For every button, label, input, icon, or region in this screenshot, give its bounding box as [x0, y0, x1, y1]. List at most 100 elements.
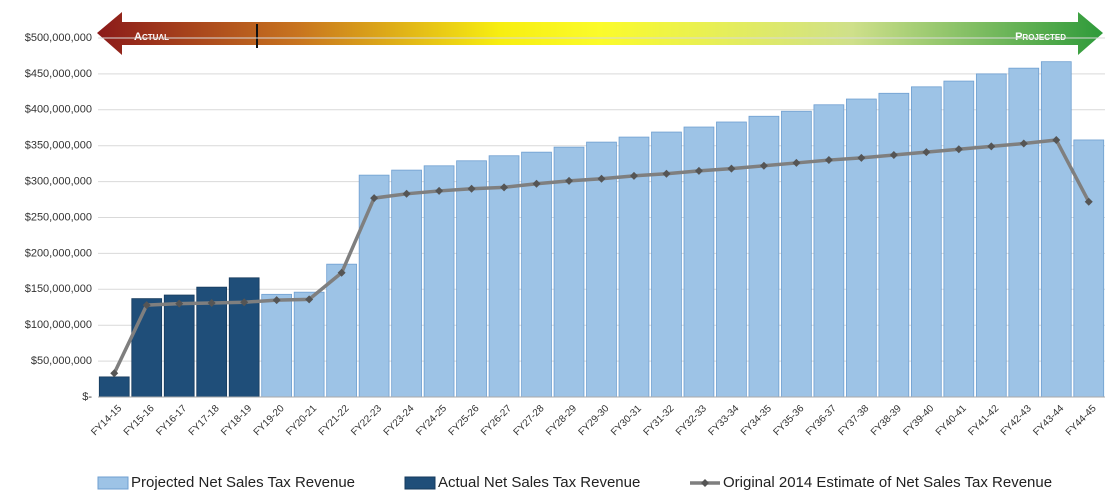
x-tick-label: FY42-43 — [999, 403, 1034, 438]
bar — [1040, 61, 1072, 398]
bar — [878, 92, 910, 398]
bar — [813, 104, 845, 398]
y-tick-label: $300,000,000 — [25, 176, 92, 188]
x-tick-label: FY36-37 — [804, 403, 839, 438]
bar — [553, 146, 585, 398]
x-tick-label: FY35-36 — [771, 403, 806, 438]
line-marker — [370, 194, 379, 203]
x-tick-label: FY15-16 — [122, 403, 157, 438]
x-tick-label: FY14-15 — [89, 403, 124, 438]
line-marker — [500, 183, 509, 192]
bar — [748, 115, 780, 398]
bar — [326, 263, 357, 398]
line-marker — [207, 298, 216, 307]
line-marker — [694, 166, 703, 175]
line-marker — [305, 295, 314, 304]
line-marker — [1084, 197, 1093, 206]
line-marker — [792, 158, 801, 167]
legend-swatch — [97, 476, 129, 490]
line-marker — [662, 169, 671, 178]
line-marker — [142, 301, 151, 310]
bar — [781, 110, 812, 398]
bar — [423, 165, 455, 398]
y-tick-label: $450,000,000 — [25, 68, 92, 80]
bar — [488, 155, 520, 398]
x-tick-label: FY21-22 — [317, 403, 352, 438]
x-tick-label: FY28-29 — [544, 403, 579, 438]
bar — [228, 277, 260, 398]
line-marker — [402, 189, 411, 198]
legend-label: Original 2014 Estimate of Net Sales Tax … — [723, 474, 1052, 491]
legend-label: Projected Net Sales Tax Revenue — [131, 474, 355, 491]
line-marker — [240, 298, 249, 307]
line-marker — [759, 161, 768, 170]
line-marker — [175, 299, 184, 308]
bar — [716, 121, 747, 398]
timeline-arrow — [97, 12, 1103, 55]
line-marker — [565, 176, 574, 185]
bar — [521, 151, 552, 398]
x-tick-label: FY34-35 — [739, 403, 774, 438]
x-tick-label: FY32-33 — [674, 403, 709, 438]
bar — [391, 169, 422, 398]
x-tick-label: FY41-42 — [966, 403, 1001, 438]
bar — [261, 293, 293, 398]
bar — [618, 136, 650, 398]
bar — [586, 141, 617, 398]
x-tick-label: FY37-38 — [836, 403, 871, 438]
line-marker — [954, 145, 963, 154]
y-tick-label: $350,000,000 — [25, 140, 92, 152]
actual-label: Actual — [134, 31, 169, 43]
x-tick-label: FY44-45 — [1064, 403, 1099, 438]
y-tick-label: $500,000,000 — [25, 32, 92, 44]
x-tick-label: FY38-39 — [869, 403, 904, 438]
line-marker — [727, 164, 736, 173]
y-tick-label: $- — [82, 391, 92, 403]
y-tick-label: $400,000,000 — [25, 104, 92, 116]
x-tick-label: FY25-26 — [447, 403, 482, 438]
line-marker — [889, 151, 898, 160]
y-tick-label: $50,000,000 — [31, 355, 92, 367]
legend-label: Actual Net Sales Tax Revenue — [438, 474, 640, 491]
bar — [456, 160, 487, 398]
line-marker — [532, 179, 541, 188]
x-tick-label: FY16-17 — [154, 403, 189, 438]
x-tick-label: FY43-44 — [1031, 403, 1066, 438]
x-tick-label: FY19-20 — [252, 403, 287, 438]
line-marker — [857, 153, 866, 162]
legend-swatch — [404, 476, 436, 490]
bar — [131, 298, 163, 398]
bar — [163, 294, 195, 398]
line-marker — [337, 268, 346, 277]
y-tick-label: $100,000,000 — [25, 319, 92, 331]
y-tick-label: $200,000,000 — [25, 247, 92, 259]
line-marker — [597, 174, 606, 183]
line-marker — [922, 148, 931, 157]
line-marker — [1052, 135, 1061, 144]
x-tick-label: FY20-21 — [284, 403, 319, 438]
x-tick-label: FY29-30 — [577, 403, 612, 438]
bar — [98, 376, 130, 398]
x-tick-label: FY31-32 — [642, 403, 677, 438]
bar — [975, 73, 1007, 398]
line-marker — [110, 369, 119, 378]
line-marker — [987, 142, 996, 151]
bar — [293, 291, 325, 398]
line-marker — [629, 171, 638, 180]
x-tick-label: FY18-19 — [219, 403, 254, 438]
x-tick-label: FY22-23 — [349, 403, 384, 438]
bar — [358, 174, 390, 398]
x-tick-label: FY24-25 — [414, 403, 449, 438]
bar — [1008, 67, 1040, 398]
y-tick-label: $150,000,000 — [25, 283, 92, 295]
x-tick-label: FY26-27 — [479, 403, 514, 438]
x-tick-label: FY40-41 — [934, 403, 969, 438]
line-marker — [435, 186, 444, 195]
x-tick-label: FY23-24 — [382, 403, 417, 438]
line-marker — [824, 156, 833, 165]
x-tick-label: FY17-18 — [187, 403, 222, 438]
line-marker — [467, 184, 476, 193]
bar — [943, 80, 975, 398]
x-tick-label: FY27-28 — [512, 403, 547, 438]
